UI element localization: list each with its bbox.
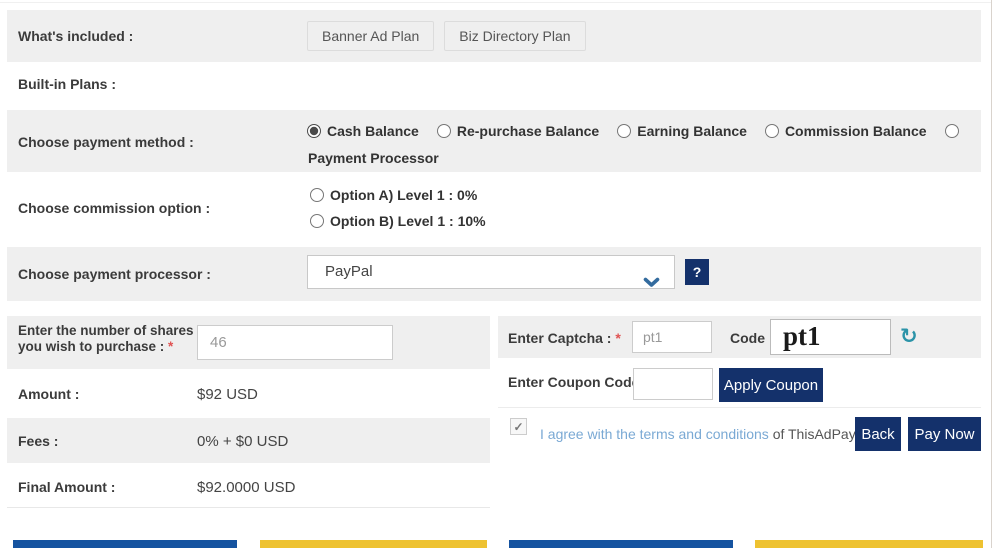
captcha-input[interactable] bbox=[632, 321, 712, 353]
earning-balance-label: Earning Balance bbox=[637, 123, 747, 139]
captcha-code-image: pt1 bbox=[770, 319, 891, 355]
coupon-row: Enter Coupon Code : Apply Coupon bbox=[498, 358, 981, 408]
commission-option-label: Choose commission option : bbox=[18, 200, 211, 216]
footer-bar-2 bbox=[260, 540, 487, 548]
plan-chip-biz-directory[interactable]: Biz Directory Plan bbox=[444, 21, 586, 51]
radio-repurchase-balance[interactable]: Re-purchase Balance bbox=[436, 123, 600, 139]
radio-option-b[interactable]: Option B) Level 1 : 10% bbox=[310, 213, 486, 229]
commission-balance-label: Commission Balance bbox=[784, 123, 927, 139]
option-b-label: Option B) Level 1 : 10% bbox=[330, 213, 486, 229]
repurchase-balance-label: Re-purchase Balance bbox=[456, 123, 600, 139]
page-right-border bbox=[991, 0, 992, 548]
footer-bar-3 bbox=[509, 540, 733, 548]
amount-label: Amount : bbox=[18, 386, 80, 402]
cash-balance-radio[interactable] bbox=[307, 124, 321, 138]
final-amount-row: Final Amount : $92.0000 USD bbox=[7, 463, 490, 508]
payment-processor-label: Choose payment processor : bbox=[18, 266, 211, 282]
coupon-input[interactable] bbox=[633, 368, 713, 400]
commission-option-a: Option A) Level 1 : 0% bbox=[310, 187, 495, 203]
captcha-refresh-icon[interactable]: ↻ bbox=[900, 324, 918, 348]
payment-method-label: Choose payment method : bbox=[18, 134, 194, 150]
radio-payment-processor[interactable] bbox=[944, 124, 965, 138]
shares-input[interactable] bbox=[197, 325, 393, 360]
cash-balance-label: Cash Balance bbox=[327, 123, 419, 139]
shares-row: Enter the number of shares you wish to p… bbox=[7, 316, 490, 369]
shares-label: Enter the number of shares you wish to p… bbox=[18, 323, 194, 354]
captcha-label: Enter Captcha : * bbox=[508, 330, 621, 346]
top-divider bbox=[0, 2, 991, 3]
option-a-label: Option A) Level 1 : 0% bbox=[330, 187, 478, 203]
whats-included-label: What's included : bbox=[18, 28, 134, 44]
built-in-plans-label: Built-in Plans : bbox=[18, 76, 116, 92]
radio-earning-balance[interactable]: Earning Balance bbox=[617, 123, 747, 139]
agreement-suffix: of ThisAdPays bbox=[772, 426, 863, 442]
apply-coupon-button[interactable]: Apply Coupon bbox=[719, 368, 823, 402]
terms-checkbox[interactable]: ✓ bbox=[510, 418, 527, 435]
built-in-plans-row: Built-in Plans : bbox=[7, 62, 981, 108]
amount-value: $92 USD bbox=[197, 386, 258, 403]
commission-option-row: Choose commission option : Option A) Lev… bbox=[7, 172, 981, 247]
payment-processor-row: Choose payment processor : PayPal ? bbox=[7, 247, 981, 301]
back-button[interactable]: Back bbox=[855, 417, 901, 451]
whats-included-row: What's included : Banner Ad Plan Biz Dir… bbox=[7, 10, 981, 62]
agreement-row: ✓ I agree with the terms and conditions … bbox=[498, 417, 981, 451]
payment-processor-selected-value: PayPal bbox=[325, 263, 373, 280]
fees-value: 0% + $0 USD bbox=[197, 433, 289, 450]
terms-and-conditions-link[interactable]: I agree with the terms and conditions bbox=[540, 426, 769, 442]
processor-help-button[interactable]: ? bbox=[685, 259, 709, 285]
final-amount-value: $92.0000 USD bbox=[197, 479, 296, 496]
plan-chip-banner-ad[interactable]: Banner Ad Plan bbox=[307, 21, 435, 51]
coupon-label: Enter Coupon Code : bbox=[508, 374, 648, 390]
amount-row: Amount : $92 USD bbox=[7, 369, 490, 418]
included-plans: Banner Ad Plan Biz Directory Plan bbox=[307, 21, 586, 51]
captcha-row: Enter Captcha : * Code : pt1 ↻ bbox=[498, 316, 981, 358]
shares-required-asterisk: * bbox=[168, 339, 174, 354]
repurchase-balance-radio[interactable] bbox=[436, 124, 451, 138]
footer-bar-4 bbox=[755, 540, 983, 548]
pay-now-button[interactable]: Pay Now bbox=[908, 417, 981, 451]
payment-method-row: Choose payment method : Cash Balance Re-… bbox=[7, 110, 981, 172]
captcha-required-asterisk: * bbox=[615, 330, 621, 346]
commission-balance-radio[interactable] bbox=[764, 124, 779, 138]
commission-option-b: Option B) Level 1 : 10% bbox=[310, 213, 504, 229]
payment-method-options: Cash Balance Re-purchase Balance Earning… bbox=[307, 123, 965, 139]
fees-label: Fees : bbox=[18, 433, 59, 449]
radio-option-a[interactable]: Option A) Level 1 : 0% bbox=[310, 187, 477, 203]
radio-cash-balance[interactable]: Cash Balance bbox=[307, 123, 419, 139]
option-a-radio[interactable] bbox=[310, 188, 324, 202]
final-amount-label: Final Amount : bbox=[18, 479, 116, 495]
payment-processor-option-label: Payment Processor bbox=[308, 150, 439, 166]
payment-processor-select[interactable]: PayPal bbox=[307, 255, 675, 289]
option-b-radio[interactable] bbox=[310, 214, 324, 228]
chevron-down-icon bbox=[643, 268, 660, 300]
payment-processor-radio[interactable] bbox=[944, 124, 959, 138]
agreement-text: I agree with the terms and conditions of… bbox=[540, 426, 863, 442]
earning-balance-radio[interactable] bbox=[617, 124, 632, 138]
radio-commission-balance[interactable]: Commission Balance bbox=[764, 123, 927, 139]
captcha-code-label: Code : bbox=[730, 330, 774, 346]
footer-bar-1 bbox=[13, 540, 237, 548]
fees-row: Fees : 0% + $0 USD bbox=[7, 418, 490, 463]
